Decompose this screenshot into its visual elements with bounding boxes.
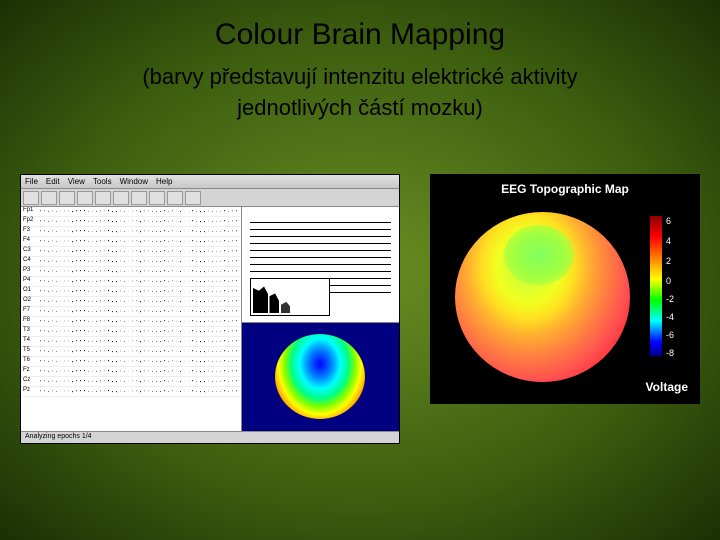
waveform-row: C3 bbox=[21, 247, 241, 257]
channel-label: F3 bbox=[23, 227, 30, 233]
tool-button[interactable] bbox=[59, 191, 75, 205]
menu-tools[interactable]: Tools bbox=[93, 177, 112, 186]
subtitle-line1: (barvy představují intenzitu elektrické … bbox=[142, 64, 577, 89]
tool-button[interactable] bbox=[113, 191, 129, 205]
waveform-row: Pz bbox=[21, 387, 241, 397]
waveform-row: F3 bbox=[21, 227, 241, 237]
menu-view[interactable]: View bbox=[68, 177, 85, 186]
brain-map-panel bbox=[242, 323, 399, 431]
waveform-row: F8 bbox=[21, 317, 241, 327]
colorbar-tick: 4 bbox=[666, 236, 671, 246]
content-row: File Edit View Tools Window Help Fp1Fp2F… bbox=[0, 124, 720, 444]
eeg-software-screenshot: File Edit View Tools Window Help Fp1Fp2F… bbox=[20, 174, 400, 444]
waveform-row: O1 bbox=[21, 287, 241, 297]
colorbar-tick: -2 bbox=[666, 294, 674, 304]
colorbar-tick: 2 bbox=[666, 256, 671, 266]
brain-map-small bbox=[275, 334, 365, 419]
waveform-area: Fp1 Fp2 F3 F4 C3 C4 P3 P4 O1 O2 F7 F8 T3 T4 T5 T6 Fz Cz Pz bbox=[21, 207, 242, 431]
main-area: Fp1 Fp2 F3 F4 C3 C4 P3 P4 O1 O2 F7 F8 T3 T4 T5 T6 Fz Cz Pz bbox=[21, 207, 399, 431]
waveform-row: C4 bbox=[21, 257, 241, 267]
colorbar: 6420-2-4-6-8 bbox=[650, 216, 662, 356]
tool-button[interactable] bbox=[167, 191, 183, 205]
slide-subtitle: (barvy představují intenzitu elektrické … bbox=[0, 52, 720, 124]
channel-label: F4 bbox=[23, 237, 30, 243]
menu-file[interactable]: File bbox=[25, 177, 38, 186]
channel-label: Pz bbox=[23, 387, 30, 393]
waveform-row: F7 bbox=[21, 307, 241, 317]
toolbar bbox=[21, 189, 399, 207]
waveform-row: Fz bbox=[21, 367, 241, 377]
menu-help[interactable]: Help bbox=[156, 177, 172, 186]
subtitle-line2: jednotlivých částí mozku) bbox=[237, 95, 483, 120]
channel-label: Fp1 bbox=[23, 207, 33, 213]
menu-edit[interactable]: Edit bbox=[46, 177, 60, 186]
waveform-row: Fp1 bbox=[21, 207, 241, 217]
channel-label: C4 bbox=[23, 257, 31, 263]
waveform-row: P3 bbox=[21, 267, 241, 277]
waveform-row: T4 bbox=[21, 337, 241, 347]
channel-label: T4 bbox=[23, 337, 30, 343]
spectrum-lines bbox=[250, 222, 391, 278]
topo-brain-map bbox=[455, 212, 630, 382]
waveform-row: O2 bbox=[21, 297, 241, 307]
statusbar: Analyzing epochs 1/4 bbox=[21, 431, 399, 443]
colorbar-tick: -4 bbox=[666, 312, 674, 322]
channel-label: T6 bbox=[23, 357, 30, 363]
channel-label: Cz bbox=[23, 377, 30, 383]
waveform-row: T3 bbox=[21, 327, 241, 337]
spectrum-histogram bbox=[250, 278, 330, 316]
right-column bbox=[242, 207, 399, 431]
channel-label: F8 bbox=[23, 317, 30, 323]
colorbar-tick: 0 bbox=[666, 276, 671, 286]
waveform-row: T5 bbox=[21, 347, 241, 357]
topo-title: EEG Topographic Map bbox=[430, 174, 700, 196]
colorbar-tick: 6 bbox=[666, 216, 671, 226]
tool-button[interactable] bbox=[77, 191, 93, 205]
channel-label: T5 bbox=[23, 347, 30, 353]
channel-label: P3 bbox=[23, 267, 30, 273]
waveform-row: T6 bbox=[21, 357, 241, 367]
tool-button[interactable] bbox=[131, 191, 147, 205]
waveform-row: P4 bbox=[21, 277, 241, 287]
waveform-row: Cz bbox=[21, 377, 241, 387]
slide-title: Colour Brain Mapping bbox=[0, 0, 720, 52]
waveform-row: F4 bbox=[21, 237, 241, 247]
tool-button[interactable] bbox=[41, 191, 57, 205]
channel-label: Fz bbox=[23, 367, 30, 373]
voltage-label: Voltage bbox=[646, 380, 688, 394]
tool-button[interactable] bbox=[95, 191, 111, 205]
colorbar-tick: -8 bbox=[666, 348, 674, 358]
channel-label: O1 bbox=[23, 287, 31, 293]
colorbar-tick: -6 bbox=[666, 330, 674, 340]
tool-button[interactable] bbox=[185, 191, 201, 205]
channel-label: C3 bbox=[23, 247, 31, 253]
menubar: File Edit View Tools Window Help bbox=[21, 175, 399, 189]
menu-window[interactable]: Window bbox=[120, 177, 148, 186]
channel-label: Fp2 bbox=[23, 217, 33, 223]
topographic-map-panel: EEG Topographic Map 6420-2-4-6-8 Voltage bbox=[430, 174, 700, 404]
spectrum-panel bbox=[242, 207, 399, 324]
tool-button[interactable] bbox=[23, 191, 39, 205]
channel-label: O2 bbox=[23, 297, 31, 303]
channel-label: F7 bbox=[23, 307, 30, 313]
channel-label: T3 bbox=[23, 327, 30, 333]
tool-button[interactable] bbox=[149, 191, 165, 205]
channel-label: P4 bbox=[23, 277, 30, 283]
waveform-row: Fp2 bbox=[21, 217, 241, 227]
